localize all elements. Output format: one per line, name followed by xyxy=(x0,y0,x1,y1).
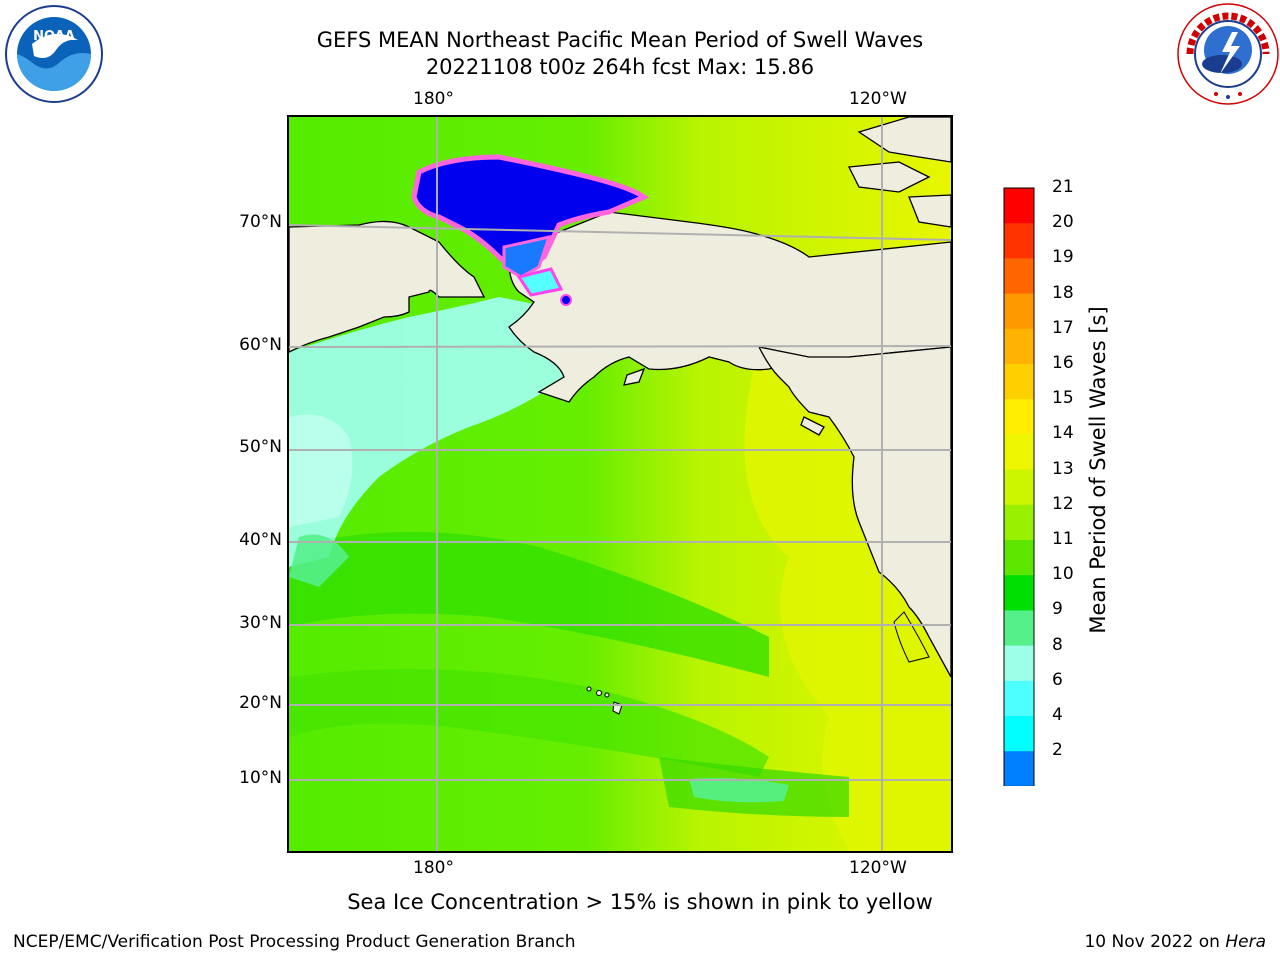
host-name: Hera xyxy=(1225,932,1266,952)
colorbar-segment xyxy=(1004,716,1034,752)
nws-logo xyxy=(1177,3,1279,105)
lat-label-50n: 50°N xyxy=(239,437,282,457)
noaa-logo: NOAA xyxy=(5,5,103,103)
colorbar-tick-label: 16 xyxy=(1052,353,1074,373)
colorbar-tick-label: 2 xyxy=(1052,740,1063,761)
sea-ice xyxy=(411,154,650,306)
lon-label-bottom-180: 180° xyxy=(413,858,454,878)
colorbar-segment xyxy=(1004,575,1034,611)
colorbar-segment xyxy=(1004,328,1034,365)
colorbar-segment xyxy=(1004,504,1034,541)
lat-label-60n: 60°N xyxy=(239,335,282,355)
credit-text: NCEP/EMC/Verification Post Processing Pr… xyxy=(13,932,576,952)
land-areas xyxy=(289,117,951,678)
colorbar-border xyxy=(1003,187,1035,786)
svg-text:NOAA: NOAA xyxy=(33,29,75,44)
colorbar-tick-label: 17 xyxy=(1052,317,1074,338)
colorbar-tick-label: 8 xyxy=(1052,634,1063,655)
lon-label-top-180: 180° xyxy=(413,89,454,109)
colorbar-tick-label: 6 xyxy=(1052,669,1063,690)
colorbar-segment xyxy=(1004,751,1034,786)
colorbar-segment xyxy=(1004,680,1034,717)
sea-ice-note: Sea Ice Concentration > 15% is shown in … xyxy=(347,890,933,914)
colorbar-segment xyxy=(1004,434,1034,471)
swell-period-map xyxy=(289,117,951,851)
date-text: 10 Nov 2022 on xyxy=(1084,932,1226,952)
colorbar-tick-label: 18 xyxy=(1052,282,1074,303)
colorbar-segment xyxy=(1004,364,1034,400)
colorbar-segment xyxy=(1004,223,1034,259)
colorbar-tick-label: 19 xyxy=(1052,247,1074,268)
colorbar-tick-label: 21 xyxy=(1052,177,1074,197)
colorbar-tick-label: 9 xyxy=(1052,599,1063,620)
colorbar-segment xyxy=(1004,645,1034,682)
colorbar-tick-label: 13 xyxy=(1052,458,1074,479)
colorbar-tick-label: 10 xyxy=(1052,564,1074,585)
lon-label-bottom-120w: 120°W xyxy=(849,858,907,878)
colorbar-segment xyxy=(1004,540,1034,576)
lat-label-70n: 70°N xyxy=(239,212,282,232)
chart-title: GEFS MEAN Northeast Pacific Mean Period … xyxy=(316,28,924,52)
lat-label-30n: 30°N xyxy=(239,613,282,633)
colorbar xyxy=(1003,187,1035,786)
colorbar-tick-label: 4 xyxy=(1052,705,1063,725)
colorbar-tick-label: 14 xyxy=(1052,423,1074,444)
colorbar-tick-label: 20 xyxy=(1052,212,1074,233)
colorbar-tick-label: 15 xyxy=(1052,388,1074,409)
lat-label-10n: 10°N xyxy=(239,768,282,788)
colorbar-segment xyxy=(1004,610,1034,647)
colorbar-segment xyxy=(1004,469,1034,506)
map-panel xyxy=(287,115,953,853)
colorbar-title: Mean Period of Swell Waves [s] xyxy=(1086,306,1110,634)
colorbar-tick-label: 11 xyxy=(1052,529,1074,549)
colorbar-segment xyxy=(1004,293,1034,330)
date-stamp: 10 Nov 2022 on Hera xyxy=(1084,932,1266,952)
graticule xyxy=(289,117,951,851)
lat-label-40n: 40°N xyxy=(239,530,282,550)
lon-label-top-120w: 120°W xyxy=(849,89,907,109)
chart-subtitle: 20221108 t00z 264h fcst Max: 15.86 xyxy=(425,55,815,79)
colorbar-tick-label: 12 xyxy=(1052,493,1074,514)
colorbar-segment xyxy=(1004,399,1034,435)
colorbar-segment xyxy=(1004,258,1034,295)
lat-label-20n: 20°N xyxy=(239,693,282,713)
colorbar-segment xyxy=(1004,188,1034,224)
